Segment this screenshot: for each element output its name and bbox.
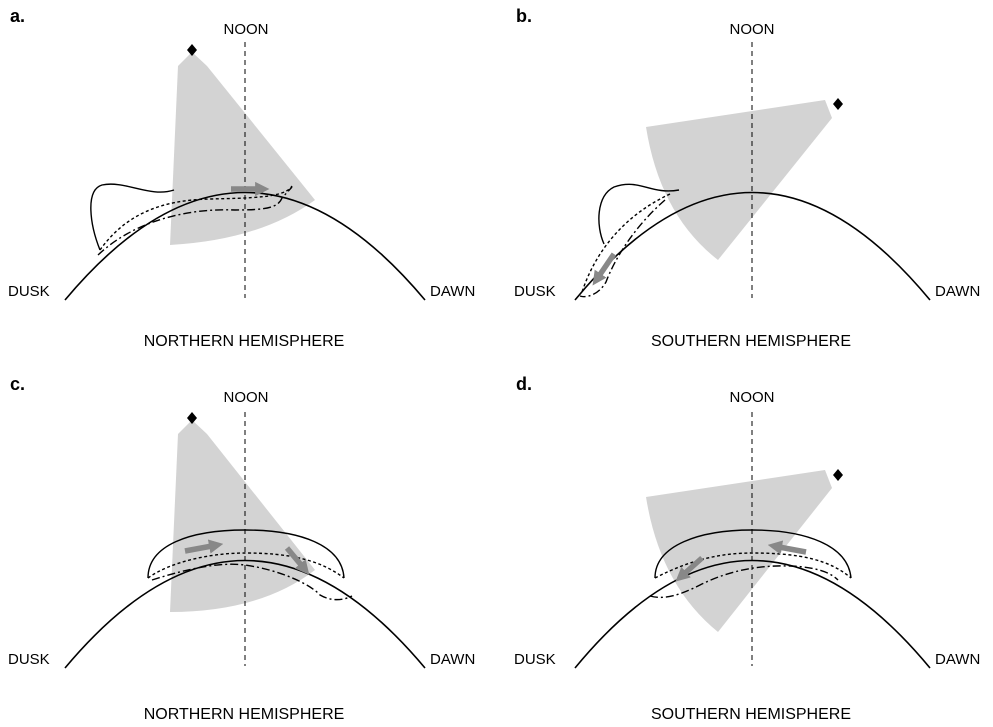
- hemisphere-label: NORTHERN HEMISPHERE: [144, 333, 345, 350]
- panel-letter: d.: [516, 374, 532, 394]
- dawn-label: DAWN: [935, 651, 980, 668]
- auroral-oval-dashdot: [649, 565, 839, 599]
- panel-letter: b.: [516, 6, 532, 26]
- earth-limb: [574, 191, 931, 301]
- field-of-view-fan: [646, 470, 832, 632]
- satellite-icon: [833, 98, 843, 110]
- auroral-oval-dashdot: [579, 199, 666, 298]
- earth-limb: [574, 559, 931, 669]
- auroral-oval-dotted: [147, 552, 345, 579]
- noon-label: NOON: [224, 389, 269, 406]
- hemisphere-label: NORTHERN HEMISPHERE: [144, 706, 345, 723]
- satellite-icon: [187, 44, 197, 56]
- flow-arrow: [184, 539, 224, 554]
- flow-arrow: [284, 546, 310, 575]
- dusk-label: DUSK: [8, 283, 50, 300]
- hemisphere-label: SOUTHERN HEMISPHERE: [651, 706, 851, 723]
- satellite-icon: [833, 469, 843, 481]
- flow-arrow: [767, 540, 807, 555]
- dawn-label: DAWN: [935, 283, 980, 300]
- panel-b: b. NOON DUSK DAWN SOUTHERN HEMISPHERE: [514, 6, 980, 350]
- auroral-oval-dashdot: [151, 563, 353, 601]
- earth-limb: [64, 559, 426, 669]
- flow-arrow: [592, 252, 617, 286]
- earth-limb: [64, 191, 426, 301]
- noon-label: NOON: [730, 21, 775, 38]
- dawn-label: DAWN: [430, 651, 475, 668]
- dawn-label: DAWN: [430, 283, 475, 300]
- panel-letter: c.: [10, 374, 25, 394]
- auroral-oval-dotted: [99, 185, 293, 251]
- field-of-view-fan: [170, 52, 315, 245]
- dusk-label: DUSK: [8, 651, 50, 668]
- panel-d: d. NOON DUSK DAWN SOUTHERN HEMISPHERE: [514, 374, 980, 723]
- panel-a: a. NOON DUSK DAWN NORTHERN HEMISPHERE: [8, 6, 475, 350]
- flow-arrow: [675, 555, 704, 582]
- auroral-oval-boundary: [147, 529, 345, 579]
- auroral-oval-boundary: [598, 183, 680, 245]
- auroral-oval-dashdot: [97, 186, 293, 256]
- noon-label: NOON: [730, 389, 775, 406]
- field-of-view-fan: [646, 100, 832, 260]
- auroral-oval-boundary: [90, 183, 175, 251]
- hemisphere-label: SOUTHERN HEMISPHERE: [651, 333, 851, 350]
- dusk-label: DUSK: [514, 283, 556, 300]
- panel-letter: a.: [10, 6, 25, 26]
- auroral-oval-boundary: [654, 529, 852, 579]
- satellite-icon: [187, 412, 197, 424]
- panel-c: c. NOON DUSK DAWN NORTHERN HEMISPHERE: [8, 374, 475, 723]
- field-of-view-fan: [170, 420, 315, 612]
- auroral-oval-dotted: [654, 552, 852, 579]
- noon-label: NOON: [224, 21, 269, 38]
- dusk-label: DUSK: [514, 651, 556, 668]
